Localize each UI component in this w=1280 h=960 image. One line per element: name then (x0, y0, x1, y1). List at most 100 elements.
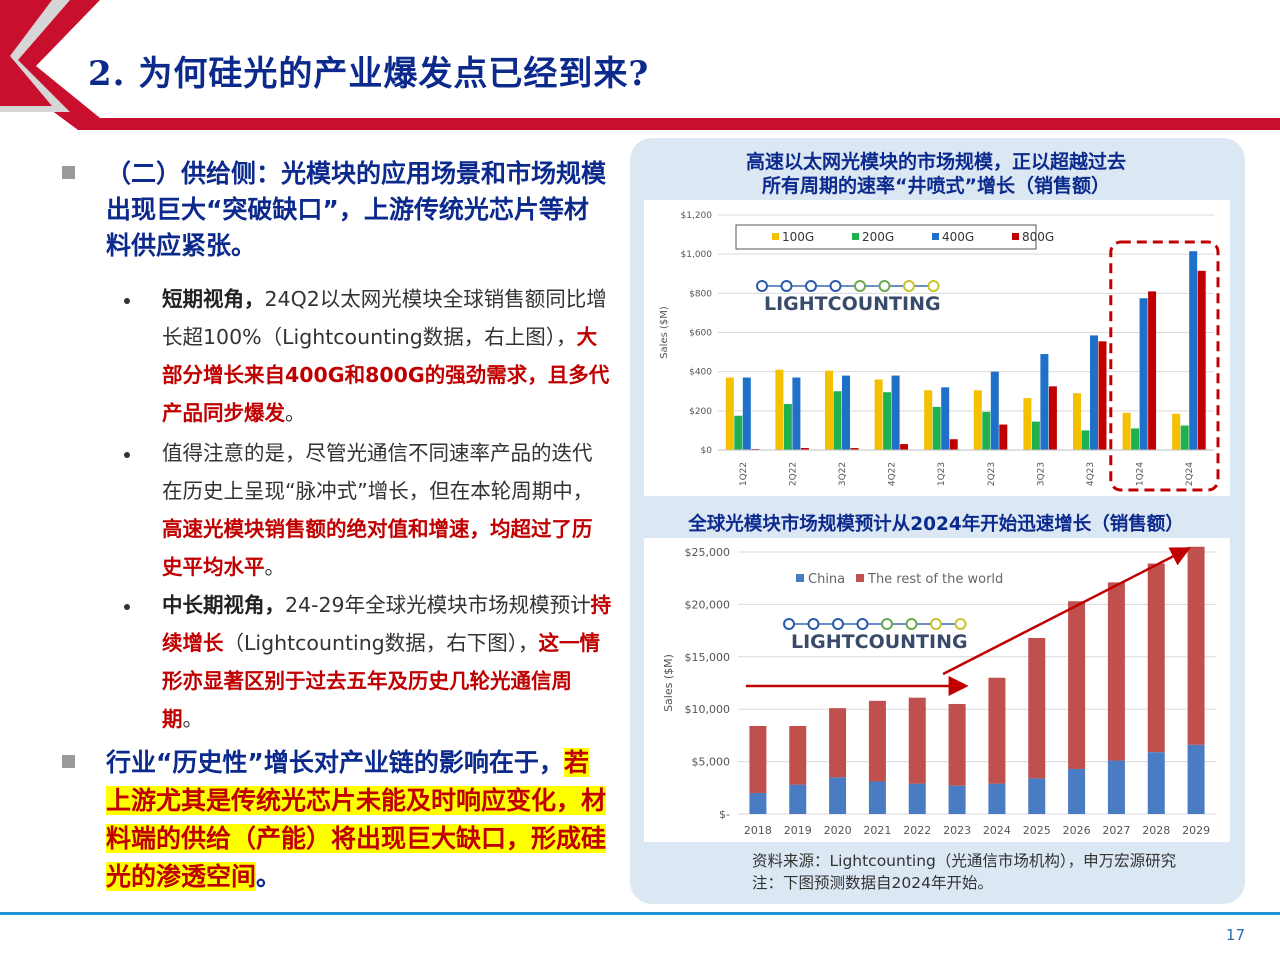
chart1-bar-400G-1Q23 (941, 387, 950, 450)
chart1-highlight-box (1109, 240, 1220, 492)
logo-circle (930, 618, 942, 630)
chart1-legend-swatch (852, 233, 859, 240)
logo-circle (780, 280, 793, 292)
chart1-bar-400G-4Q22 (891, 375, 900, 450)
text-segment: 值得注意的是，尽管光通信不同速率产品的迭代在历史上呈现“脉冲式”增长，但在本轮周… (162, 441, 594, 503)
chart1-bar-100G-2Q23 (973, 390, 982, 450)
chart2-legend-swatch (856, 574, 864, 582)
source-note: 资料来源：Lightcounting（光通信市场机构），申万宏源研究 注：下图预… (752, 850, 1176, 894)
chart2-xtick-label: 2023 (943, 824, 971, 837)
text-segment: 持续增长 (162, 593, 612, 655)
chart1-bar-200G-3Q23 (1031, 421, 1040, 450)
chart2-bar-rest-2024 (988, 677, 1006, 784)
chart1-bar-800G-2Q22 (800, 448, 809, 450)
chart2-bar-rest-2023 (948, 703, 966, 786)
chart1-bar-200G-1Q22 (734, 415, 743, 450)
chart1-bar-200G-1Q23 (932, 406, 941, 450)
chart1-bar-800G-1Q24 (1148, 291, 1157, 450)
chart1-bar-800G-1Q23 (949, 439, 958, 450)
chart2-xtick-label: 2024 (983, 824, 1011, 837)
chart1-legend-200G: 200G (862, 230, 894, 244)
chart1-legend-100G: 100G (782, 230, 814, 244)
chart1-bar-400G-2Q24 (1189, 251, 1198, 450)
point-supply-side: （二）供给侧：光模块的应用场景和市场规模出现巨大“突破缺口”，上游传统光芯片等材… (106, 156, 606, 264)
chart2-bar-china-2020 (829, 777, 847, 814)
text-segment: 大部分增长来自400G和800G的强劲需求，且多代产品同步爆发 (162, 325, 610, 425)
logo-circle (832, 618, 844, 630)
chart1-bar-100G-1Q23 (924, 390, 933, 450)
text-segment: 高速光模块销售额的绝对值和增速，均超过了历史平均水平 (162, 517, 593, 579)
chart1-bar-400G-2Q22 (792, 377, 801, 450)
text-segment: 。 (264, 555, 286, 579)
logo-text: LIGHTCOUNTING (791, 631, 968, 653)
page-number: 17 (1225, 926, 1245, 944)
chart2-bar-china-2027 (1107, 760, 1125, 814)
text-segment: 。 (285, 401, 306, 425)
chart2-bar-rest-2028 (1147, 563, 1165, 753)
square-bullet-icon (62, 166, 75, 179)
chart2-bar-rest-2029 (1187, 546, 1205, 745)
chart2-ytick-label: $25,000 (685, 546, 731, 559)
chart1-ytick-label: $400 (689, 368, 712, 378)
chart1-bar-800G-2Q23 (999, 424, 1008, 450)
chart1-ytick-label: $200 (689, 407, 712, 417)
chart2-bar-rest-2021 (868, 700, 886, 782)
chart1-ytick-label: $800 (689, 289, 712, 299)
text-segment: （Lightcounting数据，右下图）， (223, 631, 539, 655)
logo-circle (856, 618, 869, 630)
logo-circle (903, 280, 915, 292)
chart1-bar-200G-2Q22 (783, 403, 792, 450)
footer-rule (0, 912, 1280, 915)
chart2-bar-rest-2019 (789, 725, 807, 785)
chart1-legend-800G: 800G (1022, 230, 1054, 244)
chart1-bar-200G-2Q24 (1180, 425, 1189, 450)
logo-circle (905, 618, 918, 630)
chart2-bar-china-2026 (1068, 768, 1086, 814)
chart1-bar-400G-3Q23 (1040, 354, 1049, 450)
bullet-noteworthy: 值得注意的是，尽管光通信不同速率产品的迭代在历史上呈现“脉冲式”增长，但在本轮周… (162, 434, 612, 586)
chart1-bar-100G-1Q22 (725, 377, 734, 450)
chart1-xtick-label: 1Q22 (739, 462, 749, 486)
chart2-xtick-label: 2021 (863, 824, 891, 837)
chart1-ytick-label: $1,200 (681, 211, 713, 221)
logo-circle (927, 280, 940, 292)
chart1-bar-800G-2Q24 (1197, 270, 1206, 450)
chart1-bar-100G-3Q23 (1023, 398, 1032, 450)
chart2-legend-china: China (808, 572, 845, 587)
logo-circle (829, 280, 842, 292)
chart1-bar-200G-1Q24 (1131, 428, 1140, 450)
chart1-bar-400G-4Q23 (1090, 335, 1098, 450)
chart1-ylabel: Sales ($M) (659, 306, 670, 359)
text-segment: 24Q2以太网光模块全球销售额同比增长超100%（Lightcounting数据… (162, 287, 607, 349)
chart2-bar-rest-2020 (829, 708, 847, 778)
chart1-bar-800G-4Q23 (1098, 341, 1107, 450)
chart2-xtick-label: 2020 (824, 824, 852, 837)
chart2-ytick-label: $5,000 (692, 756, 731, 769)
header-banner (0, 0, 1280, 130)
logo-circle (807, 618, 820, 630)
chart1-bar-100G-2Q22 (775, 369, 784, 450)
text-segment: 。 (182, 707, 204, 731)
lightcounting-logo: LIGHTCOUNTING (783, 618, 968, 653)
chart2-bar-rest-2027 (1107, 582, 1125, 761)
bullet-short-term: 短期视角，24Q2以太网光模块全球销售额同比增长超100%（Lightcount… (162, 280, 612, 432)
logo-circle (854, 280, 866, 292)
bullet-dot-icon (124, 604, 130, 610)
chart2-ytick-label: $15,000 (685, 651, 731, 664)
chart1-bar-400G-1Q22 (742, 377, 751, 450)
chart1-bar-100G-1Q24 (1122, 412, 1131, 450)
chart1-xtick-label: 2Q24 (1185, 462, 1195, 487)
chart2-svg: $- $5,000 $10,000 $15,000 $20,000 $25,000 Sale… (662, 546, 1216, 837)
chart2-bar-china-2024 (988, 783, 1006, 814)
chart1-bar-200G-3Q22 (833, 391, 842, 450)
point-industry-impact: 行业“历史性”增长对产业链的影响在于，若上游尤其是传统光芯片未能及时响应变化，材… (106, 744, 607, 896)
chart1-bar-100G-4Q22 (874, 379, 883, 450)
chart1-legend-400G: 400G (942, 230, 974, 244)
chart2-xtick-label: 2028 (1142, 824, 1170, 837)
text-segment: 这一情形亦显著区别于过去五年及历史几轮光通信周期 (162, 631, 600, 731)
chart2-ytick-label: $20,000 (685, 598, 731, 611)
chart2-legend-swatch (796, 574, 804, 582)
chart1-area: $0 $200 $400 $600 $800 $1,000 $1,200 Sales ($M)… (644, 200, 1230, 496)
chart2-bar-rest-2018 (749, 725, 767, 794)
chart1-bar-400G-1Q24 (1139, 298, 1148, 450)
